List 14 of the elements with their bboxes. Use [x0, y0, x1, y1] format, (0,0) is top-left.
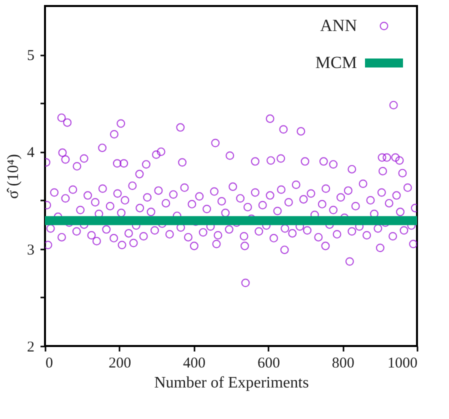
y-tick-label: 2 — [27, 340, 34, 356]
x-tick-label: 0 — [46, 356, 53, 372]
y-axis-title: σ̂ (10⁴) — [5, 154, 22, 199]
x-tick-label: 800 — [332, 356, 354, 372]
x-tick-label: 400 — [183, 356, 206, 372]
x-tick-label: 600 — [257, 356, 280, 372]
legend-label: ANN — [320, 16, 357, 35]
legend-label: MCM — [315, 53, 357, 72]
x-tick-label: 1000 — [388, 356, 418, 372]
x-tick-label: 200 — [108, 356, 132, 372]
y-tick-label: 4 — [27, 145, 35, 162]
y-tick-label: 5 — [27, 48, 34, 64]
y-tick-label: 3 — [27, 242, 34, 258]
x-axis-title: Number of Experiments — [154, 374, 309, 392]
